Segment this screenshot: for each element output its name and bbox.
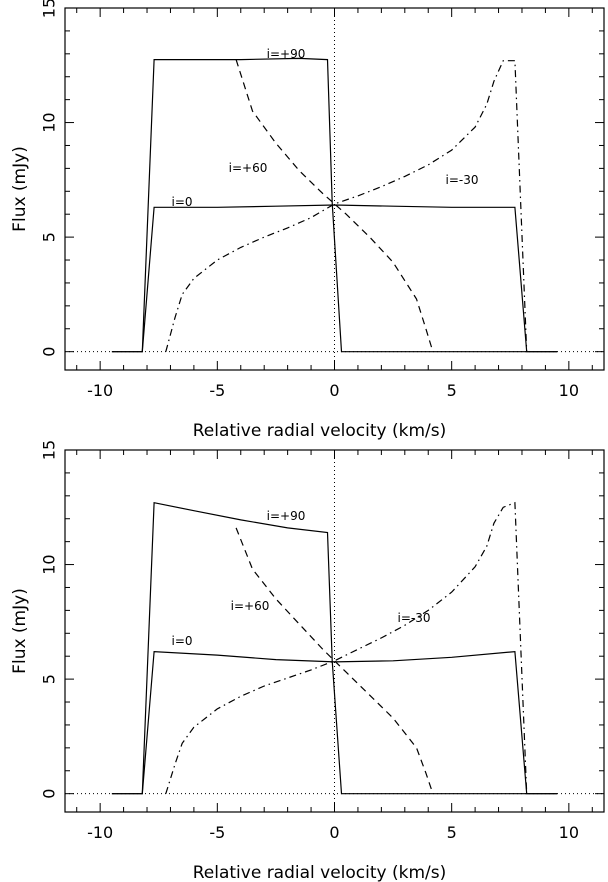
x-tick-label: 0 — [329, 381, 339, 400]
y-tick-label: 5 — [40, 232, 59, 242]
series-line-i=+60 — [235, 527, 434, 794]
series-label: i=+60 — [231, 599, 270, 613]
y-tick-label: 10 — [40, 554, 59, 574]
x-tick-label: -10 — [87, 381, 113, 400]
x-tick-label: 5 — [447, 381, 457, 400]
y-tick-label: 0 — [40, 789, 59, 799]
series-line-i=-30 — [165, 501, 528, 794]
y-tick-label: 15 — [40, 0, 59, 18]
series-line-i=+60 — [235, 59, 434, 352]
chart-panel-bottom: -10 -5 0 5 10 0 5 10 15 Relative radial velocity … — [10, 440, 605, 882]
x-tick-label: -5 — [209, 823, 225, 842]
y-axis-title: Flux (mJy) — [10, 588, 30, 674]
chart-panel-top: -10 -5 0 5 10 0 5 10 15 Relative radial velocity … — [10, 0, 605, 441]
series-line-i=0 — [111, 650, 558, 795]
x-tick-label: 0 — [329, 823, 339, 842]
y-tick-label: 10 — [40, 112, 59, 132]
series-line-i=0 — [111, 204, 558, 353]
x-tick-label: -5 — [209, 381, 225, 400]
series-label: i=-30 — [446, 173, 479, 187]
series-label: i=0 — [171, 195, 192, 209]
x-axis-title: Relative radial velocity (km/s) — [193, 863, 447, 882]
x-axis-title: Relative radial velocity (km/s) — [193, 421, 447, 441]
series-line-i=+90 — [111, 501, 558, 795]
series-label: i=+90 — [267, 509, 306, 523]
series-line-i=+90 — [111, 57, 558, 353]
series-label: i=-30 — [398, 611, 431, 625]
series-label: i=+90 — [267, 47, 306, 61]
x-tick-label: 10 — [559, 381, 579, 400]
series-label: i=0 — [171, 634, 192, 648]
series-label: i=+60 — [229, 161, 268, 175]
x-tick-label: 10 — [559, 823, 579, 842]
x-tick-label: -10 — [87, 823, 113, 842]
x-tick-label: 5 — [447, 823, 457, 842]
series-line-i=-30 — [165, 60, 528, 352]
y-tick-label: 15 — [40, 440, 59, 460]
y-axis-title: Flux (mJy) — [10, 146, 30, 232]
y-tick-label: 0 — [40, 347, 59, 357]
y-tick-label: 5 — [40, 674, 59, 684]
